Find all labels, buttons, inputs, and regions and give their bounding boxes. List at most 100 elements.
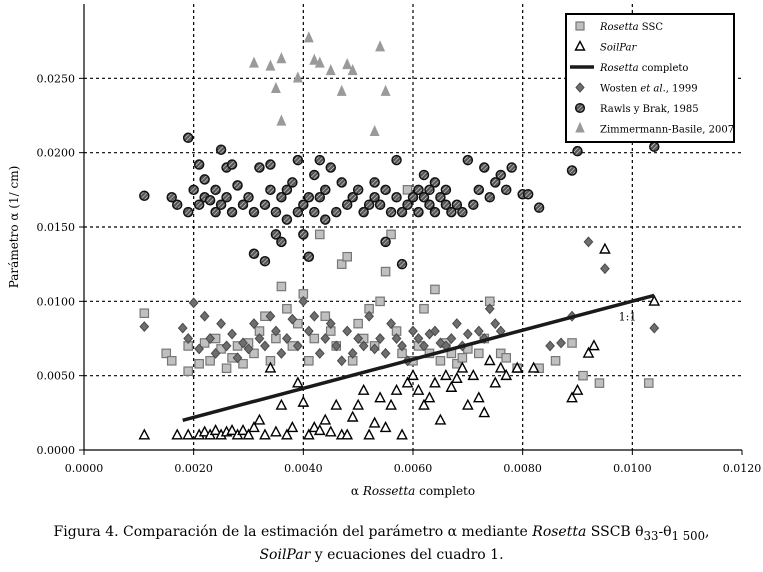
series-4-point-83	[468, 199, 479, 210]
legend-box	[565, 13, 735, 143]
series-4-point-59	[380, 184, 391, 196]
series-3-point-44	[413, 333, 424, 344]
series-1-point-43	[412, 383, 425, 395]
legend-label-4: Rawls y Brak, 1985	[600, 104, 699, 115]
series-1-point-19	[281, 428, 293, 440]
series-0-point-4	[183, 366, 193, 377]
series-1-point-35	[368, 416, 381, 428]
x-axis-label: α Rossetta completo	[351, 484, 475, 498]
series-4-point-77	[440, 199, 452, 210]
caption-soilpar: SoilPar	[259, 547, 311, 563]
series-0-point-65	[594, 378, 605, 388]
caption-dash: -θ	[658, 524, 672, 540]
legend-label-1: SoilPar	[600, 43, 638, 54]
series-0-point-32	[342, 251, 352, 262]
x-tick-label-5: 0.0100	[613, 462, 652, 475]
series-3-point-51	[451, 318, 462, 330]
series-1-point-12	[242, 428, 255, 440]
series-3-point-13	[243, 343, 254, 355]
series-5-point-4	[276, 114, 287, 126]
series-5-point-15	[380, 84, 391, 96]
series-1-point-9	[226, 423, 238, 436]
series-3-point-4	[194, 343, 205, 355]
series-3-point-0	[139, 321, 150, 333]
series-4-point-28	[265, 184, 276, 196]
series-1-point-40	[396, 428, 408, 440]
series-4-point-36	[292, 154, 304, 166]
series-0-point-55	[474, 348, 484, 359]
series-5-point-3	[276, 52, 287, 64]
series-4-point-14	[215, 199, 227, 210]
series-5-point-1	[265, 59, 276, 71]
series-4-point-51	[341, 199, 353, 210]
series-5-point-9	[325, 63, 336, 76]
series-3-point-50	[446, 333, 457, 344]
series-3-point-35	[364, 310, 375, 322]
series-1-point-57	[489, 376, 502, 388]
series-4-point-89	[500, 184, 512, 196]
figure-caption-line-2: SoilPar y ecuaciones del cuadro 1.	[0, 547, 763, 563]
series-1-point-15	[259, 428, 271, 440]
series-3-point-41	[397, 340, 407, 352]
series-3-point-2	[183, 333, 194, 344]
series-1-point-66	[599, 242, 611, 254]
series-5-point-0	[249, 56, 259, 68]
series-1-point-67	[648, 294, 661, 306]
series-3-point-26	[314, 347, 325, 359]
series-3-point-19	[276, 347, 287, 359]
series-1-point-39	[390, 383, 403, 395]
series-4-point-63	[391, 192, 402, 203]
series-1-point-62	[566, 391, 578, 403]
caption-line2-rest: y ecuaciones del cuadro 1.	[310, 547, 504, 563]
series-1-point-37	[379, 421, 392, 433]
series-3-point-12	[238, 337, 248, 349]
series-1-point-56	[483, 354, 496, 366]
legend-label-2-rest: completo	[639, 63, 689, 74]
series-5-point-2	[270, 81, 281, 93]
y-tick-label-3: 0.0150	[37, 221, 76, 234]
series-4-point-6	[193, 159, 205, 170]
series-4-point-48	[325, 162, 336, 173]
series-1-point-26	[319, 413, 332, 425]
legend-label-1-italic: SoilPar	[600, 43, 638, 54]
series-0-point-34	[353, 318, 363, 329]
series-0-point-40	[386, 229, 396, 240]
series-0-point-66	[643, 378, 654, 388]
series-1-point-46	[429, 376, 441, 388]
series-0-point-27	[314, 229, 325, 240]
series-4-point-84	[473, 184, 485, 196]
series-3-point-24	[303, 325, 314, 337]
series-4-point-68	[413, 206, 424, 218]
series-4-point-37	[292, 206, 304, 218]
series-1-point-31	[346, 410, 359, 422]
legend-marker-5	[575, 121, 585, 133]
series-1-point-1	[171, 428, 184, 440]
series-1-point-51	[456, 361, 469, 373]
series-4-point-31	[276, 236, 287, 248]
series-0-point-1	[161, 348, 172, 359]
y-tick-label-5: 0.0250	[37, 72, 76, 85]
series-1-point-16	[264, 361, 277, 373]
series-4-point-23	[248, 206, 260, 218]
axes	[79, 4, 743, 455]
series-4-point-79	[446, 206, 457, 218]
series-1-point-64	[582, 346, 595, 358]
series-4-point-9	[199, 174, 210, 185]
series-1-point-0	[138, 428, 151, 440]
series-1-point-38	[385, 398, 397, 410]
series-1-point-61	[527, 361, 540, 373]
series-1-point-32	[352, 398, 365, 410]
annotation-1-1: 1:1	[619, 311, 637, 324]
caption-sub-1500: 1 500	[671, 528, 705, 543]
x-tick-labels: 0.0000 0.0020 0.0040 0.0060 0.0080 0.0100 0.01…	[65, 462, 762, 475]
series-4-point-10	[204, 194, 216, 206]
series-4-point-74	[429, 206, 441, 218]
legend-label-3-rest: , 1999	[666, 84, 698, 95]
series-4-point-70	[418, 169, 430, 181]
series-3-point-6	[205, 333, 215, 344]
series-1-point-42	[407, 368, 419, 381]
series-4-point-7	[193, 199, 205, 210]
series-4-point-57	[369, 192, 380, 203]
series-3-point-9	[221, 340, 232, 352]
series-3-point-62	[583, 236, 594, 248]
